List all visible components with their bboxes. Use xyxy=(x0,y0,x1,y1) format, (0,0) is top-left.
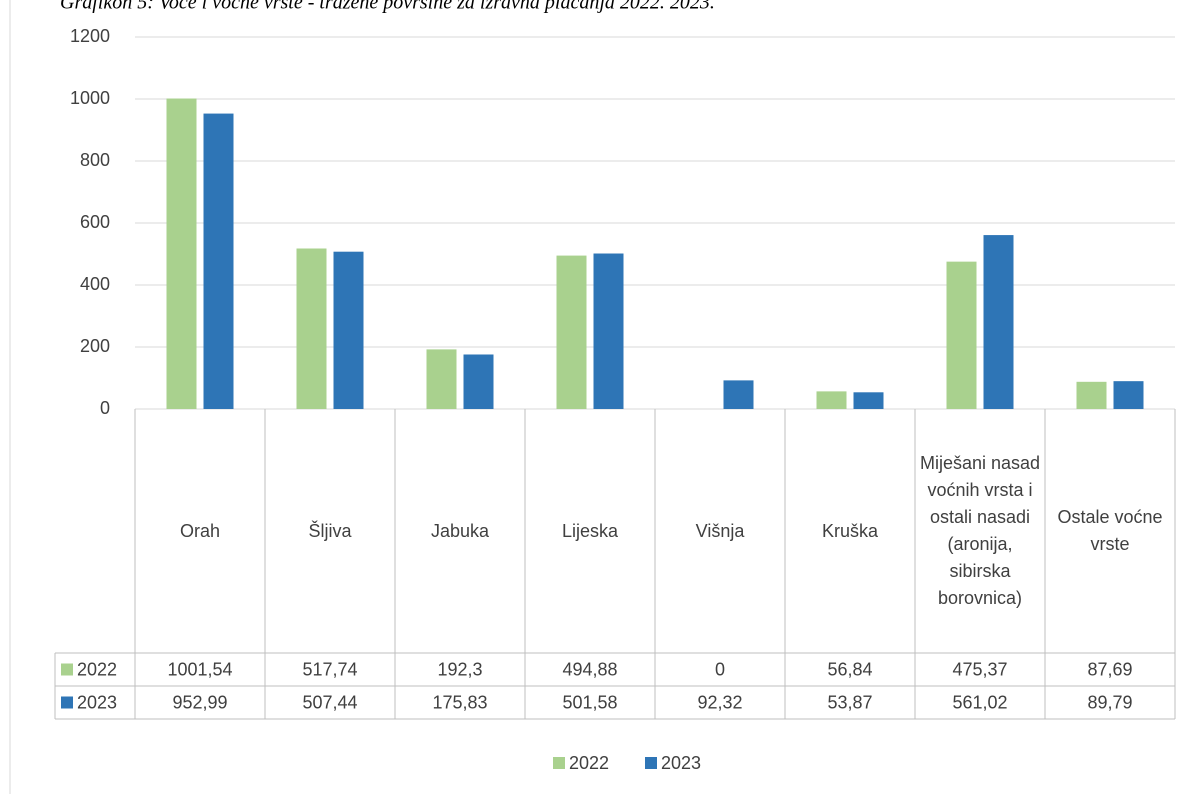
bar xyxy=(556,255,587,409)
y-tick-label: 400 xyxy=(80,274,110,294)
table-value: 507,44 xyxy=(302,692,357,712)
table-value: 56,84 xyxy=(827,659,872,679)
y-tick-label: 1200 xyxy=(70,26,110,46)
y-tick-label: 200 xyxy=(80,336,110,356)
table-value: 92,32 xyxy=(697,692,742,712)
table-value: 89,79 xyxy=(1087,692,1132,712)
row-header: 2023 xyxy=(77,692,117,712)
table-value: 1001,54 xyxy=(167,659,232,679)
y-tick-label: 800 xyxy=(80,150,110,170)
bar xyxy=(463,354,494,409)
legend-key xyxy=(645,757,657,769)
category-label: Šljiva xyxy=(308,520,352,541)
category-label: Miješani nasad voćnih vrsta i ostali nas… xyxy=(919,453,1041,608)
table-value: 501,58 xyxy=(562,692,617,712)
legend-key xyxy=(61,663,73,676)
table-value: 475,37 xyxy=(952,659,1007,679)
legend-key xyxy=(61,696,73,709)
bar xyxy=(296,248,327,409)
bar xyxy=(946,261,977,409)
y-tick-label: 1000 xyxy=(70,88,110,108)
bar xyxy=(816,391,847,409)
bar xyxy=(853,392,884,409)
table-value: 494,88 xyxy=(562,659,617,679)
bar xyxy=(723,380,754,409)
category-label: Višnja xyxy=(695,520,745,541)
category-label: Jabuka xyxy=(430,520,490,541)
table-value: 0 xyxy=(715,659,725,679)
chart-title: Grafikon 5: Voće i voćne vrste - tražene… xyxy=(60,0,715,14)
bar xyxy=(593,253,624,409)
bar xyxy=(426,349,457,409)
table-value: 192,3 xyxy=(437,659,482,679)
bar xyxy=(983,235,1014,409)
category-label: Ostale voćne vrste xyxy=(1057,507,1163,554)
category-label: Orah xyxy=(179,520,221,541)
legend-label: 2023 xyxy=(661,753,701,773)
bar xyxy=(1113,381,1144,409)
category-label: Kruška xyxy=(821,520,879,541)
category-label: Lijeska xyxy=(561,520,619,541)
table-value: 53,87 xyxy=(827,692,872,712)
table-value: 952,99 xyxy=(172,692,227,712)
table-value: 175,83 xyxy=(432,692,487,712)
table-value: 87,69 xyxy=(1087,659,1132,679)
y-tick-label: 600 xyxy=(80,212,110,232)
legend-key xyxy=(553,757,565,769)
bar xyxy=(166,98,197,410)
y-tick-label: 0 xyxy=(100,398,110,418)
bar xyxy=(333,251,364,409)
table-value: 517,74 xyxy=(302,659,357,679)
legend-label: 2022 xyxy=(569,753,609,773)
bar xyxy=(1076,381,1107,409)
row-header: 2022 xyxy=(77,659,117,679)
bar xyxy=(203,113,234,410)
table-value: 561,02 xyxy=(952,692,1007,712)
